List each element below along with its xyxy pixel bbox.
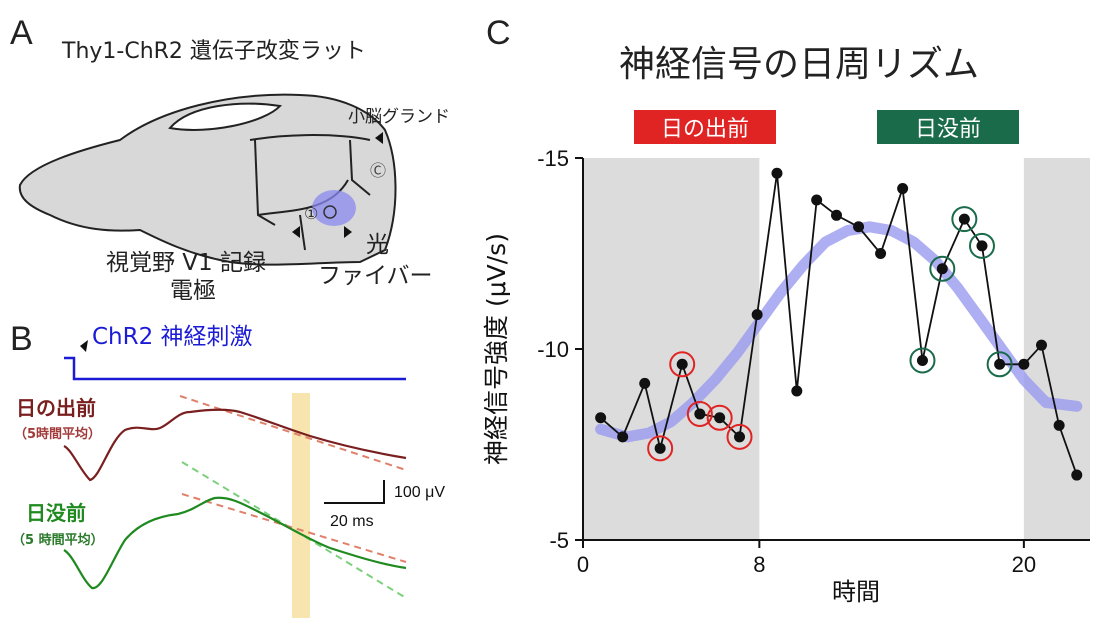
x-tick-label-0: 0 — [577, 552, 589, 577]
data-point-7 — [734, 431, 746, 443]
data-point-18 — [958, 213, 970, 225]
data-point-14 — [875, 248, 887, 259]
dusk-trace-sublabel: （5 時間平均） — [12, 532, 104, 548]
data-point-9 — [771, 167, 783, 179]
data-point-2 — [639, 377, 651, 389]
electrode-label-line1: 視覚野 V1 記録 — [106, 250, 266, 276]
panel-a-letter: A — [10, 14, 33, 52]
cerebellum-mark: Ⓒ — [370, 161, 386, 180]
y-axis-label: 神経信号強度 (μV/s) — [482, 233, 511, 465]
data-point-4 — [676, 358, 688, 370]
y-tick-label-0: -15 — [537, 146, 569, 171]
electrode-label-line2: 電極 — [170, 278, 216, 304]
skull-sutures — [249, 134, 371, 251]
panel-c: C 神経信号の日周リズム 日の出前 日没前 -15 -10 -5 0 8 20 時間 神経… — [482, 14, 1090, 606]
data-point-24 — [1071, 469, 1083, 481]
chart-plot-area: -15 -10 -5 0 8 20 — [537, 146, 1090, 577]
dawn-trace-sublabel: （5時間平均） — [14, 426, 101, 442]
scale-bar-voltage-label: 100 μV — [394, 484, 445, 501]
data-point-20 — [994, 358, 1006, 370]
dawn-highlight-ring-6 — [706, 404, 733, 431]
data-point-17 — [936, 263, 948, 275]
eye-socket-shape — [168, 102, 283, 131]
dawn-highlight-ring-7 — [726, 423, 753, 450]
dawn-highlight-ring-3 — [647, 435, 674, 462]
dawn-tag-box — [634, 110, 776, 144]
data-point-23 — [1053, 419, 1065, 431]
x-axis-label: 時間 — [832, 578, 880, 606]
fiber-arrowhead — [344, 226, 352, 238]
y-tick-label-1: -10 — [537, 337, 569, 362]
dawn-highlight-ring-4 — [669, 351, 696, 378]
dawn-highlight-ring-5 — [686, 400, 713, 427]
data-point-1 — [617, 431, 629, 443]
data-point-12 — [831, 209, 842, 221]
dawn-trace — [63, 408, 407, 482]
data-point-5 — [694, 408, 706, 420]
dusk-trace — [63, 496, 407, 590]
panel-b: B ChR2 神経刺激 日の出前 （5時間平均） 日没前 （5 時間平均） 10… — [10, 320, 445, 618]
data-point-15 — [897, 183, 909, 195]
data-point-10 — [791, 385, 803, 397]
night-shade-1 — [1023, 158, 1090, 540]
x-tick-label-1: 8 — [753, 552, 765, 577]
dawn-tag-label: 日の出前 — [661, 117, 749, 142]
dusk-highlight-ring-20 — [986, 351, 1013, 378]
dusk-tag-box — [877, 110, 1019, 144]
panel-b-letter: B — [10, 320, 33, 358]
stim-trace — [64, 356, 406, 381]
dusk-highlight-ring-16 — [909, 347, 936, 374]
panel-c-letter: C — [486, 14, 511, 52]
dusk-trace-label: 日没前 — [26, 501, 86, 525]
scale-bar — [324, 480, 385, 504]
data-point-22 — [1036, 339, 1048, 351]
dusk-highlight-ring-18 — [951, 206, 978, 233]
highlight-window — [292, 393, 310, 618]
panel-a-title: Thy1-ChR2 遺伝子改変ラット — [61, 39, 366, 64]
cerebellum-label: 小脳グランド — [348, 107, 450, 127]
data-point-21 — [1018, 358, 1030, 370]
fiber-site-marker — [323, 205, 337, 219]
fiber-label-line2: ファイバー — [318, 263, 433, 289]
electrode-arrowhead — [292, 226, 300, 238]
stim-label: ChR2 神経刺激 — [92, 324, 253, 350]
y-tick-label-2: -5 — [549, 528, 569, 553]
dusk-highlight-ring-17 — [929, 255, 956, 282]
dusk-fit-line-red — [181, 493, 407, 563]
dusk-fit-line-green — [181, 461, 407, 599]
stim-arrowhead — [80, 340, 88, 352]
data-point-6 — [714, 412, 726, 424]
panel-a: A Thy1-ChR2 遺伝子改変ラット Ⓒ ① 小脳グランド 視覚野 V1 記… — [10, 14, 450, 304]
dusk-tag-label: 日没前 — [915, 117, 981, 142]
data-point-13 — [853, 221, 865, 233]
fiber-label-line1: 光 — [366, 232, 389, 258]
scale-bar-time-label: 20 ms — [330, 513, 374, 530]
data-point-0 — [595, 412, 607, 424]
data-point-11 — [811, 194, 823, 206]
data-point-19 — [976, 240, 988, 252]
x-tick-label-2: 20 — [1012, 552, 1036, 577]
cerebellum-arrowhead — [375, 132, 383, 144]
data-point-8 — [751, 309, 763, 321]
dawn-fit-line — [179, 395, 407, 471]
data-point-3 — [654, 442, 666, 454]
data-point-16 — [916, 354, 928, 366]
v1-mark: ① — [304, 204, 318, 223]
night-shade-0 — [583, 158, 760, 540]
chart-title: 神経信号の日周リズム — [619, 44, 979, 85]
dawn-trace-label: 日の出前 — [16, 396, 96, 420]
dusk-highlight-ring-19 — [968, 232, 995, 259]
fit-curve — [595, 221, 1083, 443]
